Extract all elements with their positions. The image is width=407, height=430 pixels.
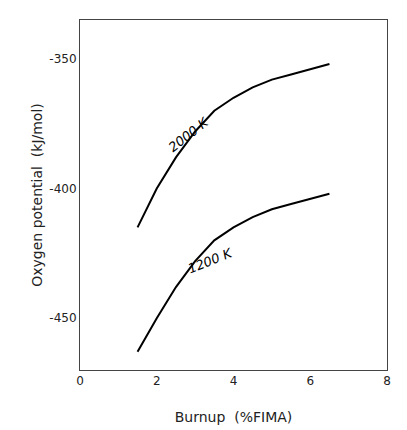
svg-text:Burnup (%FIMA): Burnup (%FIMA)	[175, 409, 293, 425]
svg-text:0: 0	[76, 374, 84, 388]
svg-text:-400: -400	[49, 182, 76, 196]
svg-text:2000 K: 2000 K	[166, 114, 212, 155]
svg-text:-450: -450	[49, 311, 76, 325]
svg-text:-350: -350	[49, 52, 76, 66]
svg-text:4: 4	[230, 374, 238, 388]
svg-text:8: 8	[383, 374, 391, 388]
svg-text:Oxygen potential (kJ/mol): Oxygen potential (kJ/mol)	[29, 103, 45, 287]
svg-text:2: 2	[153, 374, 161, 388]
svg-text:6: 6	[306, 374, 314, 388]
svg-text:1200 K: 1200 K	[186, 245, 235, 277]
